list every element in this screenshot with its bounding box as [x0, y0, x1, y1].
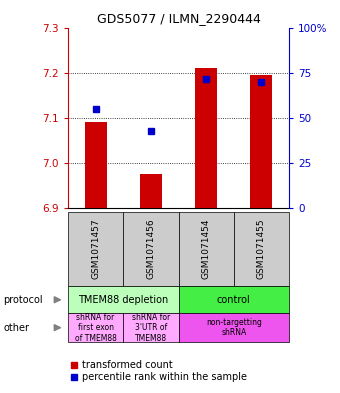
Text: protocol: protocol [3, 295, 43, 305]
Bar [68, 313, 123, 342]
Bar [178, 313, 289, 342]
Text: TMEM88 depletion: TMEM88 depletion [78, 295, 168, 305]
Bar [68, 286, 178, 313]
Text: other: other [3, 323, 29, 332]
Text: shRNA for
first exon
of TMEM88: shRNA for first exon of TMEM88 [75, 313, 117, 343]
Bar [68, 212, 123, 286]
Text: percentile rank within the sample: percentile rank within the sample [82, 372, 246, 382]
Bar [123, 313, 178, 342]
Text: GSM1071457: GSM1071457 [91, 219, 100, 279]
Bar [85, 123, 107, 208]
Text: GSM1071456: GSM1071456 [147, 219, 155, 279]
Text: non-targetting
shRNA: non-targetting shRNA [206, 318, 262, 337]
Bar [140, 174, 162, 208]
Text: control: control [217, 295, 251, 305]
Title: GDS5077 / ILMN_2290444: GDS5077 / ILMN_2290444 [97, 12, 260, 25]
Text: GSM1071454: GSM1071454 [202, 219, 210, 279]
Bar [250, 75, 272, 208]
Bar [234, 212, 289, 286]
Bar [195, 68, 217, 208]
Bar [178, 212, 234, 286]
Text: GSM1071455: GSM1071455 [257, 219, 266, 279]
Bar [178, 286, 289, 313]
Text: transformed count: transformed count [82, 360, 172, 371]
Text: shRNA for
3'UTR of
TMEM88: shRNA for 3'UTR of TMEM88 [132, 313, 170, 343]
Bar [123, 212, 178, 286]
